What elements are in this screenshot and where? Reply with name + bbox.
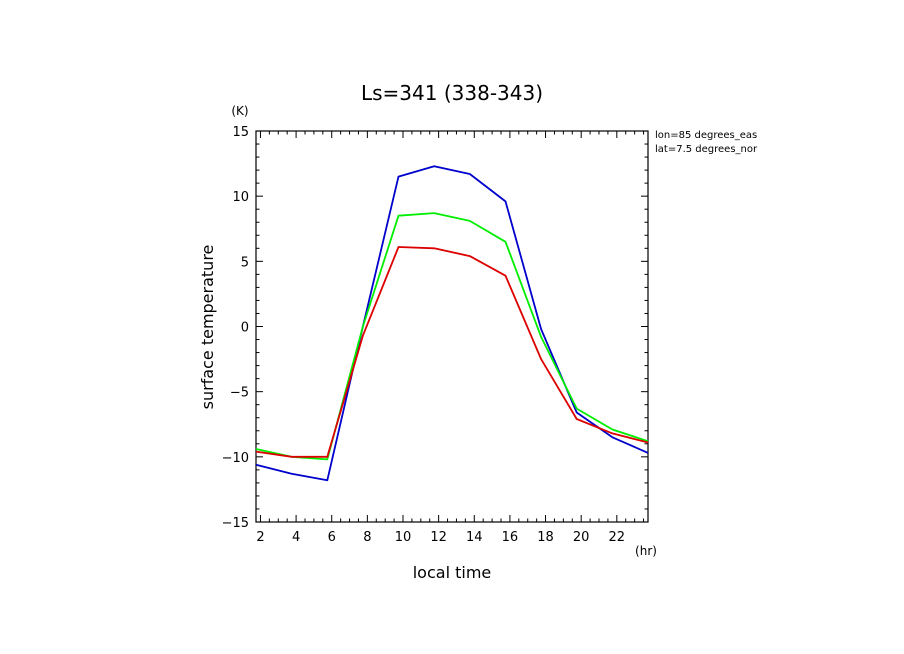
x-tick-label: 2 [256,530,264,545]
plot-area: −15 −10 −5 0 5 10 15 2 4 6 8 10 12 14 16 18 20 22 [222,125,649,545]
series-line-1 [255,165,649,482]
y-tick-label: 15 [232,125,249,140]
x-tick-label: 10 [395,530,412,545]
x-unit-label: (hr) [635,544,657,558]
x-tick-label: 18 [537,530,554,545]
x-tick-label: 20 [573,530,590,545]
plot-frame [255,130,649,523]
y-unit-label: (K) [231,104,248,118]
x-tick-label: 16 [502,530,519,545]
y-tick-label: 0 [241,321,249,336]
chart-title: Ls=341 (338-343) [361,81,543,105]
y-tick-label: −10 [222,451,249,466]
x-tick-label: 14 [466,530,483,545]
x-axis-label: local time [413,563,492,582]
x-tick-label: 6 [328,530,336,545]
y-tick-label: 10 [232,190,249,205]
x-tick-label: 12 [430,530,447,545]
x-tick-label: 4 [292,530,300,545]
y-tick-label: −15 [222,516,249,531]
y-tick-label: 5 [241,255,249,270]
y-axis-label: surface temperature [198,245,217,410]
annotation-lon: lon=85 degrees_eas [655,130,757,141]
x-tick-label: 22 [609,530,626,545]
annotation-lat: lat=7.5 degrees_nor [655,144,758,155]
x-tick-label: 8 [363,530,371,545]
y-tick-label: −5 [230,386,249,401]
series-line-2 [255,212,649,461]
series-line-3 [255,246,649,458]
